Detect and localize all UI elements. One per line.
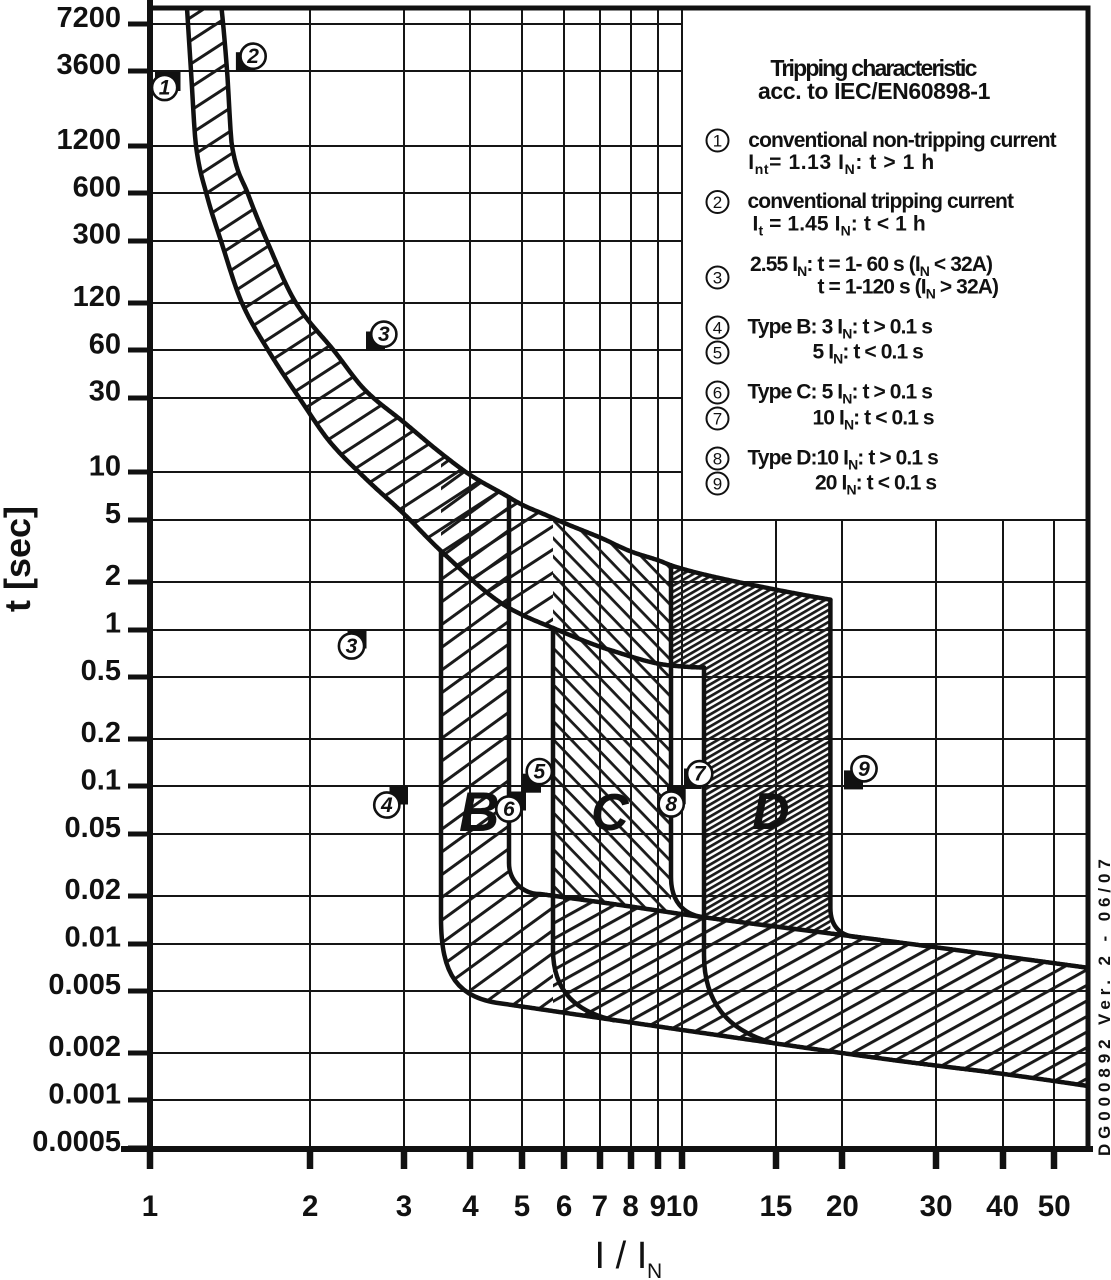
svg-text:0.5: 0.5: [81, 655, 121, 687]
svg-text:15: 15: [759, 1190, 792, 1223]
svg-text:6: 6: [556, 1190, 572, 1223]
svg-text:8: 8: [665, 793, 677, 816]
svg-text:3: 3: [378, 323, 390, 346]
svg-text:D: D: [752, 783, 790, 841]
svg-text:8: 8: [622, 1190, 638, 1223]
svg-text:0.02: 0.02: [65, 874, 121, 906]
svg-text:120: 120: [73, 281, 121, 313]
svg-text:600: 600: [73, 171, 121, 203]
svg-text:300: 300: [73, 219, 121, 251]
svg-text:0.2: 0.2: [81, 717, 121, 749]
svg-text:0.002: 0.002: [48, 1031, 121, 1063]
svg-text:0.01: 0.01: [65, 922, 121, 954]
svg-text:10 IN​: t < 0.1 s: 10 IN​: t < 0.1 s: [813, 407, 934, 433]
svg-text:20 IN​: t < 0.1 s: 20 IN​: t < 0.1 s: [815, 472, 936, 498]
svg-text:1: 1: [105, 608, 121, 640]
svg-text:0.001: 0.001: [48, 1079, 121, 1111]
svg-text:0.005: 0.005: [48, 969, 121, 1001]
svg-text:3: 3: [713, 269, 722, 288]
svg-text:acc. to IEC/EN60898-1: acc. to IEC/EN60898-1: [758, 78, 991, 104]
svg-text:1200: 1200: [56, 124, 121, 156]
svg-text:DG000892 Ver. 2 - 06/07: DG000892 Ver. 2 - 06/07: [1095, 854, 1111, 1156]
svg-text:5: 5: [533, 761, 545, 784]
svg-text:2: 2: [302, 1190, 318, 1223]
svg-text:9: 9: [858, 758, 870, 781]
svg-text:5: 5: [514, 1190, 530, 1223]
svg-text:30: 30: [920, 1190, 953, 1223]
svg-text:Tripping characteristic: Tripping characteristic: [770, 55, 977, 81]
svg-text:I / I: I / I: [595, 1235, 648, 1277]
svg-text:60: 60: [89, 328, 121, 360]
svg-text:5: 5: [713, 344, 722, 363]
svg-text:Type C: 5 IN​: t > 0.1 s: Type C: 5 IN​: t > 0.1 s: [748, 381, 933, 407]
svg-text:2: 2: [246, 45, 259, 68]
svg-text:Int​= 1.13 IN​: t > 1 h: Int​= 1.13 IN​: t > 1 h: [748, 151, 935, 177]
svg-text:B: B: [459, 780, 499, 843]
svg-text:6: 6: [713, 384, 722, 403]
svg-text:0.0005: 0.0005: [32, 1126, 121, 1158]
svg-text:2: 2: [105, 560, 121, 592]
svg-text:4: 4: [380, 794, 393, 817]
svg-text:It​ = 1.45 IN​: t < 1 h: It​ = 1.45 IN​: t < 1 h: [753, 213, 926, 239]
svg-text:t [sec]: t [sec]: [0, 506, 38, 612]
svg-text:6: 6: [503, 798, 515, 821]
svg-text:3: 3: [396, 1190, 412, 1223]
svg-text:N: N: [647, 1260, 662, 1280]
svg-text:10: 10: [666, 1190, 699, 1223]
svg-text:C: C: [591, 784, 630, 842]
svg-text:0.05: 0.05: [65, 812, 121, 844]
svg-text:8: 8: [713, 450, 722, 469]
svg-text:5 IN​: t < 0.1 s: 5 IN​: t < 0.1 s: [813, 341, 924, 367]
svg-text:conventional non-tripping curr: conventional non-tripping current: [748, 129, 1056, 152]
svg-text:conventional tripping current: conventional tripping current: [748, 190, 1014, 213]
svg-text:4: 4: [713, 319, 722, 338]
svg-text:9: 9: [650, 1190, 666, 1223]
svg-text:7: 7: [713, 410, 722, 429]
svg-text:2: 2: [713, 193, 722, 212]
svg-text:3600: 3600: [56, 49, 121, 81]
svg-text:1: 1: [713, 132, 722, 151]
svg-text:7200: 7200: [56, 2, 121, 34]
svg-text:4: 4: [462, 1190, 479, 1223]
svg-text:5: 5: [105, 498, 121, 530]
svg-text:Type B: 3 IN​: t > 0.1 s: Type B: 3 IN​: t > 0.1 s: [748, 316, 933, 342]
svg-text:40: 40: [986, 1190, 1019, 1223]
svg-text:t = 1-120 s (IN​ > 32A): t = 1-120 s (IN​ > 32A): [818, 276, 999, 302]
svg-text:7: 7: [592, 1190, 608, 1223]
svg-text:1: 1: [159, 77, 171, 100]
svg-text:30: 30: [89, 376, 121, 408]
svg-text:1: 1: [142, 1190, 158, 1223]
svg-text:7: 7: [694, 763, 707, 786]
svg-text:Type D:10 IN​: t > 0.1 s: Type D:10 IN​: t > 0.1 s: [748, 447, 939, 473]
svg-text:3: 3: [346, 635, 358, 658]
svg-text:50: 50: [1038, 1190, 1071, 1223]
svg-text:9: 9: [713, 475, 722, 494]
svg-text:10: 10: [89, 451, 121, 483]
svg-text:20: 20: [826, 1190, 859, 1223]
svg-text:2.55 IN​: t = 1- 60 s (IN​ < 3: 2.55 IN​: t = 1- 60 s (IN​ < 32A): [750, 253, 992, 279]
svg-text:0.1: 0.1: [81, 765, 121, 797]
